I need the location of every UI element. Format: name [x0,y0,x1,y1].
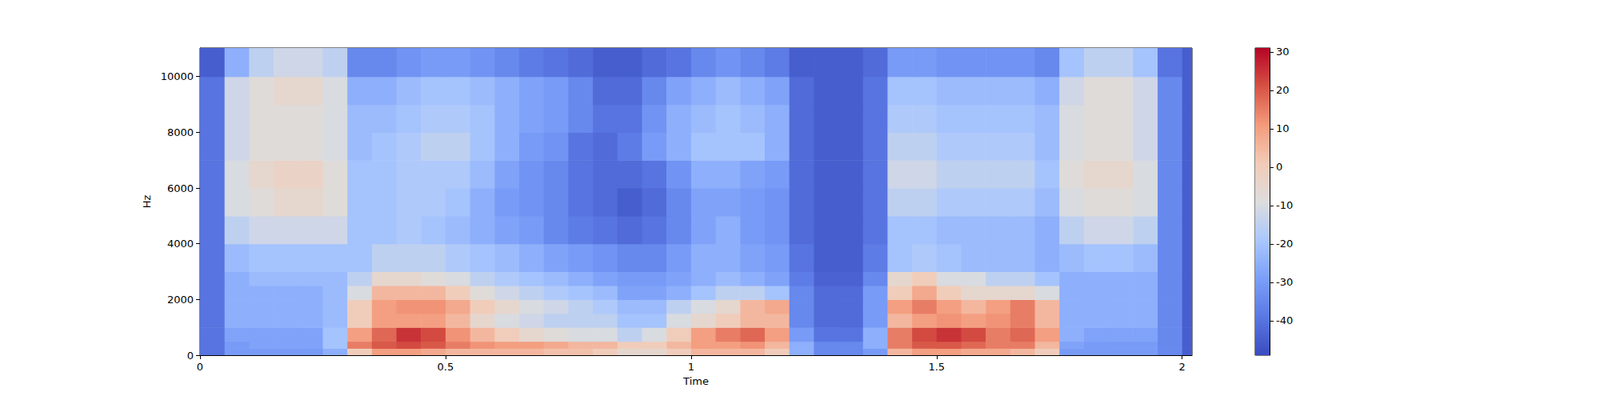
svg-text:-30: -30 [1276,276,1293,288]
svg-text:30: 30 [1276,45,1290,58]
svg-text:20: 20 [1276,84,1290,96]
svg-text:-10: -10 [1276,199,1293,212]
svg-text:10: 10 [1276,122,1290,135]
svg-text:2000: 2000 [167,293,194,306]
svg-text:Time: Time [682,375,709,388]
svg-text:Hz: Hz [140,195,153,209]
svg-text:10000: 10000 [160,70,194,83]
svg-text:0: 0 [196,360,204,373]
svg-text:1.5: 1.5 [928,360,945,373]
svg-text:0: 0 [1276,160,1283,173]
svg-text:-20: -20 [1276,237,1293,250]
svg-text:6000: 6000 [167,182,194,195]
svg-text:0.5: 0.5 [437,360,455,373]
svg-text:0: 0 [187,349,194,362]
svg-text:1: 1 [688,360,695,373]
svg-text:8000: 8000 [167,126,194,139]
svg-text:2: 2 [1179,360,1186,373]
svg-text:-40: -40 [1276,314,1293,327]
svg-text:4000: 4000 [167,237,194,250]
